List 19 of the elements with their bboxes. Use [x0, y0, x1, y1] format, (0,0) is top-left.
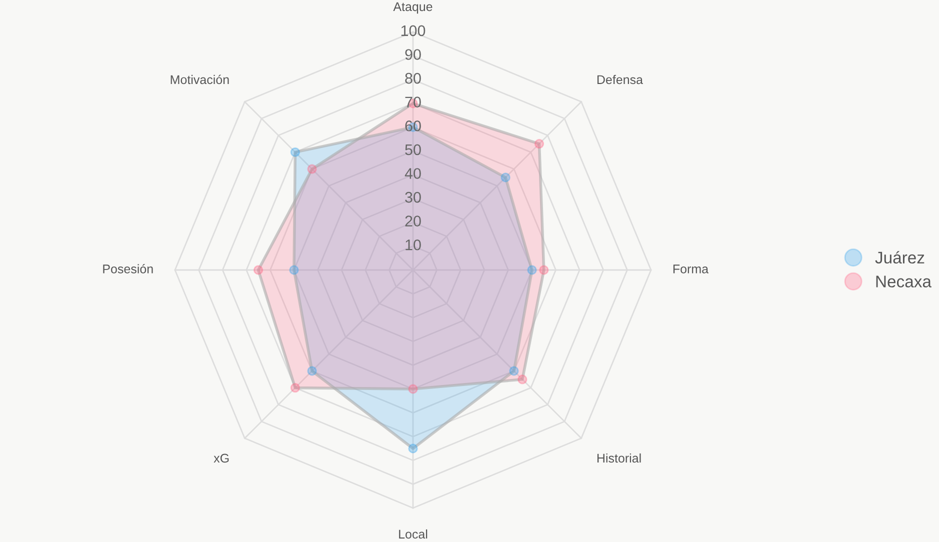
legend-label: Juárez: [875, 251, 924, 264]
spoke-label: Defensa: [597, 74, 643, 84]
y-tick-label: 70: [405, 96, 421, 108]
spoke-label: Ataque: [393, 2, 432, 14]
spoke-label: Motivación: [170, 74, 229, 84]
y-tick-label: 30: [405, 192, 421, 203]
y-tick-label: 80: [405, 72, 421, 84]
spoke-label: Local: [399, 529, 428, 539]
spoke-label: xG: [214, 454, 229, 463]
legend-label: Necaxa: [876, 276, 932, 288]
spoke-label: Posesión: [103, 264, 153, 274]
y-tick-label: 40: [404, 168, 421, 179]
y-tick-label: 10: [406, 239, 421, 250]
y-tick-label: 20: [405, 216, 421, 226]
spoke-label: Forma: [673, 264, 709, 274]
y-tick-label: 100: [401, 25, 426, 36]
spoke-label: Historial: [597, 453, 641, 463]
y-tick-label: 90: [405, 49, 421, 60]
y-tick-label: 50: [405, 144, 421, 156]
